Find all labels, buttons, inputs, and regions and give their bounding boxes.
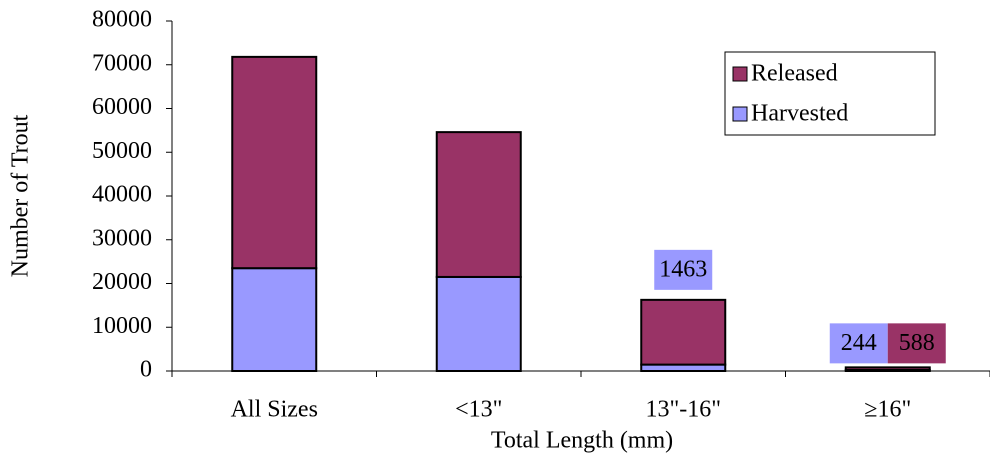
y-tick-label: 60000 xyxy=(92,94,152,120)
x-tick-label: <13" xyxy=(455,397,502,423)
data-label-bg xyxy=(829,323,888,364)
x-tick-label: ≥16" xyxy=(864,397,911,423)
legend-swatch xyxy=(732,66,748,82)
data-label-bg xyxy=(654,249,713,290)
data-label: 244 xyxy=(841,330,877,356)
legend-swatch xyxy=(732,106,748,122)
bar-segment xyxy=(435,131,522,278)
bar-segment xyxy=(640,298,727,366)
legend-label: Released xyxy=(751,61,838,87)
y-tick-label: 0 xyxy=(140,357,152,383)
y-axis-label: Number of Trout xyxy=(8,114,34,277)
y-tick-label: 40000 xyxy=(92,182,152,208)
y-tick-label: 50000 xyxy=(92,138,152,164)
y-tick-label: 20000 xyxy=(92,269,152,295)
legend-label: Harvested xyxy=(751,101,848,127)
bar-segment xyxy=(844,366,931,371)
y-tick-label: 70000 xyxy=(92,50,152,76)
bar-segment xyxy=(435,275,522,372)
y-tick-label: 80000 xyxy=(92,7,152,33)
data-label: 588 xyxy=(899,330,935,356)
x-axis-label: Total Length (mm) xyxy=(491,428,673,454)
x-tick-label: All Sizes xyxy=(231,397,318,423)
legend-box xyxy=(724,51,936,136)
y-tick-label: 10000 xyxy=(92,313,152,339)
data-label: 1463 xyxy=(659,256,707,282)
bar-segment xyxy=(231,267,318,372)
y-tick-label: 30000 xyxy=(92,225,152,251)
x-tick-label: 13"-16" xyxy=(645,397,721,423)
data-label-bg xyxy=(887,323,946,364)
bar-segment xyxy=(231,55,318,270)
